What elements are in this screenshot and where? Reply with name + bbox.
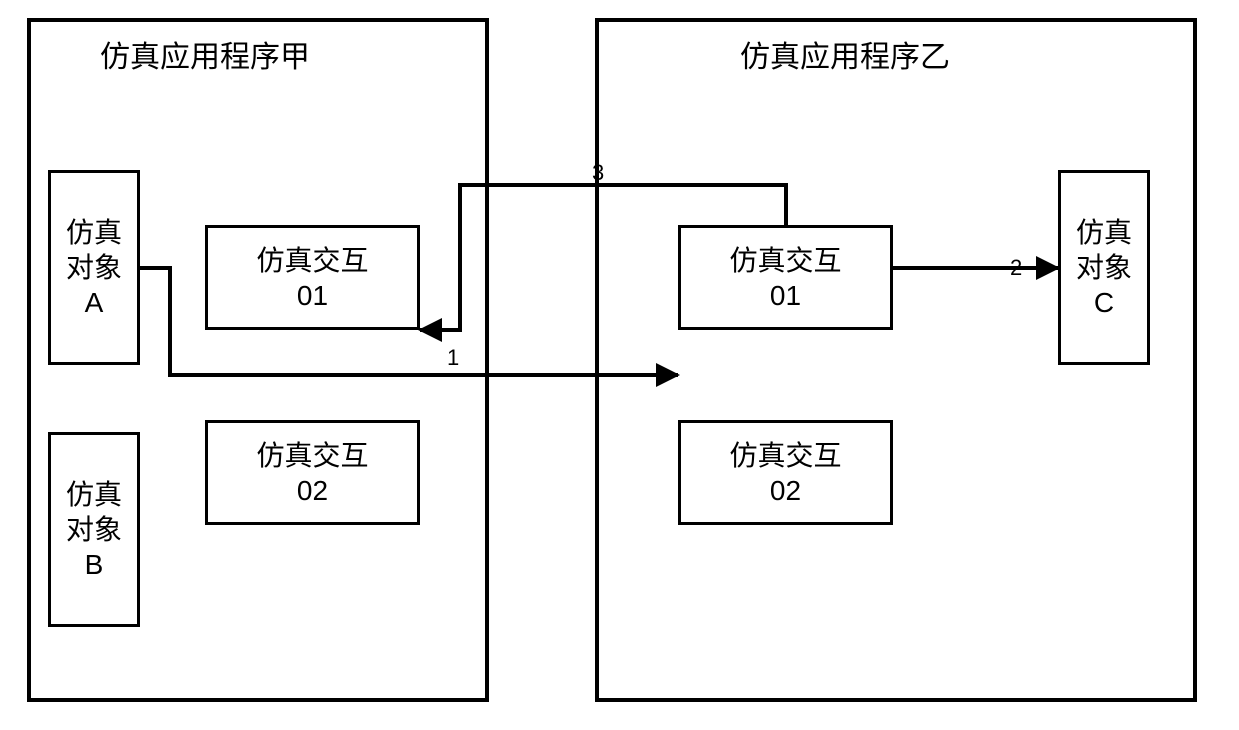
node-inter-a-01-line1: 01 [297,278,328,313]
node-inter-a-01-line0: 仿真交互 [256,243,368,278]
node-obj-c: 仿真 对象 C [1058,170,1150,365]
node-obj-a: 仿真 对象 A [48,170,140,365]
node-obj-b-line1: 对象 [66,512,122,547]
node-obj-b-line0: 仿真 [66,477,122,512]
node-inter-a-02: 仿真交互 02 [205,420,420,525]
node-obj-a-line2: A [85,285,104,320]
diagram-root: 仿真应用程序甲 仿真应用程序乙 仿真 对象 A 仿真 对象 B 仿真交互 01 … [0,0,1239,730]
node-obj-c-line0: 仿真 [1076,215,1132,250]
node-obj-b: 仿真 对象 B [48,432,140,627]
node-inter-a-01: 仿真交互 01 [205,225,420,330]
node-inter-b-02: 仿真交互 02 [678,420,893,525]
node-obj-c-line2: C [1094,285,1114,320]
node-obj-a-line0: 仿真 [66,215,122,250]
edge-label-1: 1 [447,345,459,371]
node-inter-a-02-line0: 仿真交互 [256,438,368,473]
node-inter-a-02-line1: 02 [297,473,328,508]
edge-label-3: 3 [592,160,604,186]
node-inter-b-01-line1: 01 [770,278,801,313]
node-obj-a-line1: 对象 [66,250,122,285]
container-app-b-title: 仿真应用程序乙 [740,32,950,76]
node-obj-c-line1: 对象 [1076,250,1132,285]
container-app-a-title: 仿真应用程序甲 [100,32,310,76]
node-inter-b-01: 仿真交互 01 [678,225,893,330]
node-inter-b-01-line0: 仿真交互 [729,243,841,278]
node-inter-b-02-line1: 02 [770,473,801,508]
node-inter-b-02-line0: 仿真交互 [729,438,841,473]
edge-label-2: 2 [1010,255,1022,281]
node-obj-b-line2: B [85,547,104,582]
